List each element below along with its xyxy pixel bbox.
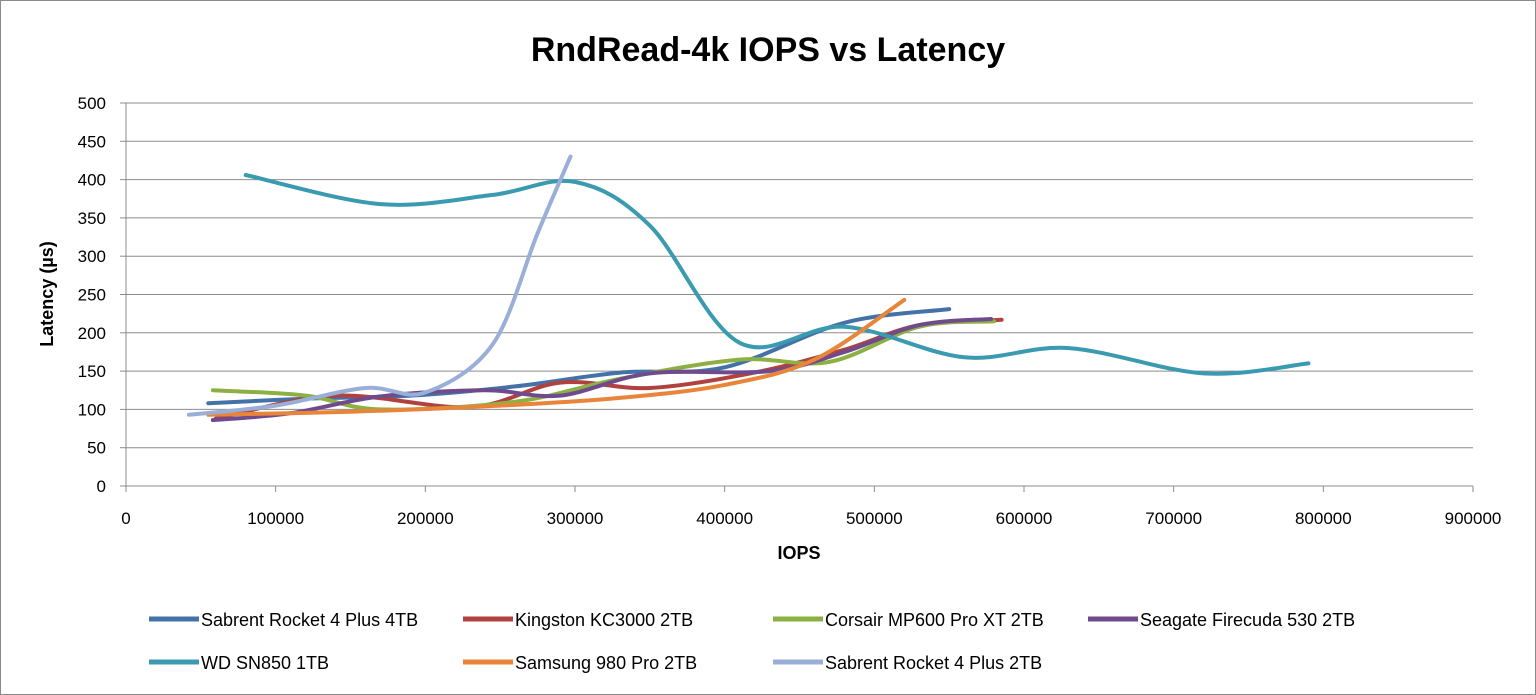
- series-line-wd-sn850-1tb: [243, 173, 1311, 376]
- legend-entry: Sabrent Rocket 4 Plus 4TB: [201, 610, 418, 630]
- legend-entry: Sabrent Rocket 4 Plus 2TB: [825, 653, 1042, 673]
- y-tick-label: 100: [78, 400, 106, 419]
- y-tick-label: 450: [78, 132, 106, 151]
- y-tick-label: 200: [78, 324, 106, 343]
- x-tick-label: 100000: [247, 509, 304, 528]
- series-line-samsung-980-pro-2tb: [206, 297, 907, 417]
- legend-entry: Corsair MP600 Pro XT 2TB: [825, 610, 1044, 630]
- x-axis-title: IOPS: [777, 543, 820, 563]
- series-line-seagate-firecuda-530-2tb: [210, 317, 994, 423]
- x-tick-label: 900000: [1445, 509, 1502, 528]
- chart-title: RndRead-4k IOPS vs Latency: [531, 31, 1005, 69]
- series-lines: [186, 154, 1311, 423]
- legend-entry: WD SN850 1TB: [201, 653, 329, 673]
- y-tick-label: 250: [78, 286, 106, 305]
- x-tick-label: 700000: [1145, 509, 1202, 528]
- x-tick-label: 600000: [996, 509, 1053, 528]
- x-tick-label: 500000: [846, 509, 903, 528]
- x-tick-label: 400000: [696, 509, 753, 528]
- y-tick-label: 50: [87, 439, 106, 458]
- y-tick-label: 500: [78, 94, 106, 113]
- y-tick-label: 300: [78, 247, 106, 266]
- x-tick-label: 300000: [547, 509, 604, 528]
- legend-entry: Kingston KC3000 2TB: [515, 610, 693, 630]
- y-axis-title: Latency (µs): [37, 241, 57, 346]
- x-tick-label: 800000: [1295, 509, 1352, 528]
- x-tick-label: 0: [121, 509, 130, 528]
- legend-entry: Samsung 980 Pro 2TB: [515, 653, 697, 673]
- legend: Sabrent Rocket 4 Plus 4TB Kingston KC3000…: [149, 610, 1355, 673]
- gridlines: [126, 102, 1473, 449]
- axes: 0 50 100 150 200 250 300 350 400 450 500 0 100000 200…: [78, 94, 1502, 528]
- x-tick-label: 200000: [397, 509, 454, 528]
- y-tick-label: 400: [78, 171, 106, 190]
- y-tick-label: 0: [97, 477, 106, 496]
- legend-entry: Seagate Firecuda 530 2TB: [1140, 610, 1355, 630]
- y-tick-label: 350: [78, 209, 106, 228]
- y-tick-label: 150: [78, 362, 106, 381]
- series-line-sabrent-rocket-4-plus-2tb: [186, 154, 573, 417]
